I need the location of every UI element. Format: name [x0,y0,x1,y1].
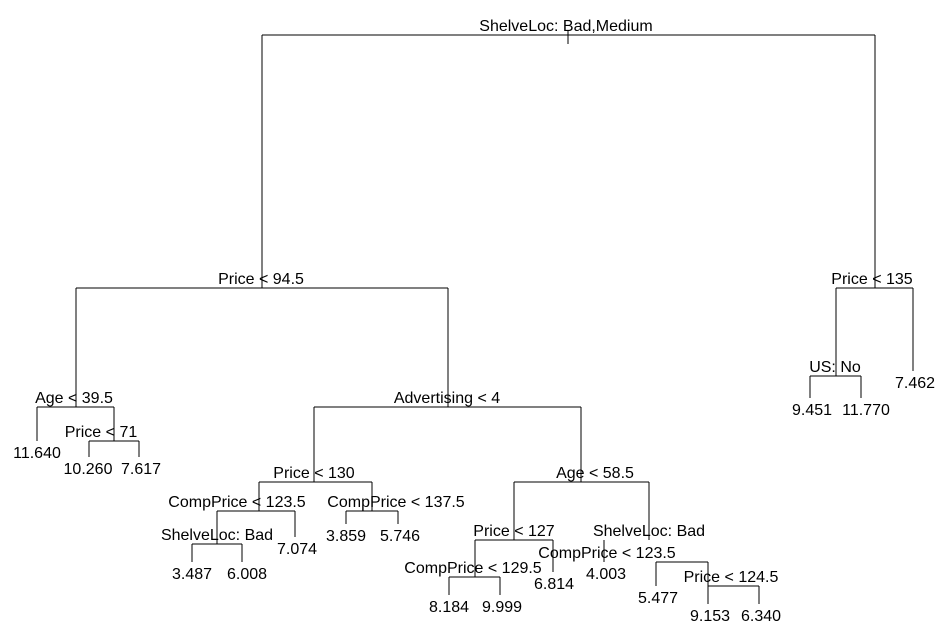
leaf-value: 11.640 [13,445,61,462]
leaf-value: 3.487 [172,566,212,583]
split-label: Advertising < 4 [394,390,500,407]
split-label: ShelveLoc: Bad,Medium [479,18,652,35]
split-label: Price < 71 [65,424,138,441]
leaf-value: 5.477 [638,590,678,607]
split-label: CompPrice < 137.5 [327,494,465,511]
split-label: Price < 127 [473,523,554,540]
leaf-value: 8.184 [429,599,469,616]
leaf-value: 10.260 [64,461,113,478]
leaf-value: 6.340 [741,608,781,625]
split-label: Price < 130 [273,465,354,482]
split-label: Age < 58.5 [556,465,634,482]
split-label: ShelveLoc: Bad [161,527,273,544]
leaf-value: 9.999 [482,599,522,616]
leaf-value: 7.462 [895,375,935,392]
split-label: ShelveLoc: Bad [593,523,705,540]
split-label: Age < 39.5 [35,390,113,407]
split-label: CompPrice < 123.5 [168,494,306,511]
leaf-value: 6.008 [227,566,267,583]
leaf-value: 6.814 [534,576,574,593]
leaf-value: 9.451 [792,402,832,419]
split-label: Price < 135 [831,271,912,288]
leaf-value: 9.153 [690,608,730,625]
split-label: CompPrice < 129.5 [404,560,542,577]
leaf-value: 7.617 [121,461,161,478]
leaf-value: 5.746 [380,528,420,545]
leaf-value: 11.770 [842,402,890,419]
split-label: CompPrice < 123.5 [538,545,676,562]
split-label: Price < 124.5 [684,569,779,586]
leaf-value: 3.859 [326,528,366,545]
leaf-value: 4.003 [586,566,626,583]
split-label: Price < 94.5 [218,271,304,288]
split-label: US: No [809,359,861,376]
leaf-value: 7.074 [277,541,317,558]
